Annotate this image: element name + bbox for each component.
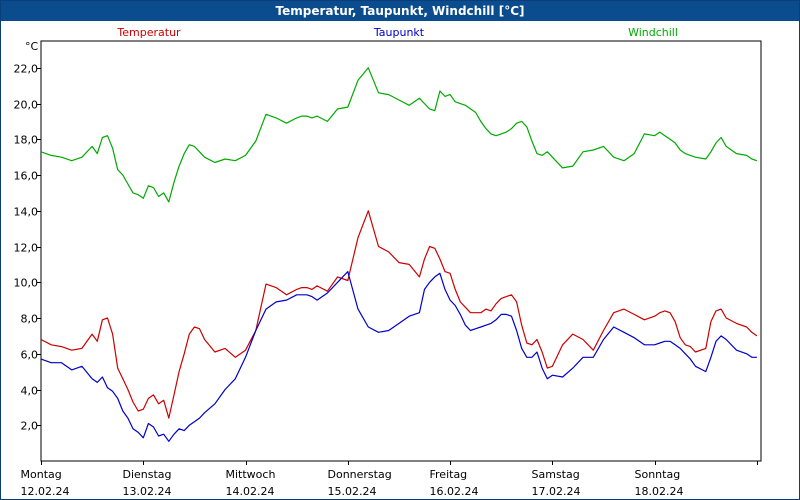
x-tick-day-label: Freitag (430, 468, 468, 481)
legend-taupunkt: Taupunkt (373, 26, 425, 39)
x-tick-day-label: Mittwoch (226, 468, 276, 481)
y-tick-label: 10,0 (14, 277, 39, 290)
y-tick-label: 6,0 (21, 349, 39, 362)
y-tick-label: 22,0 (14, 63, 39, 76)
x-tick-date-label: 12.02.24 (21, 485, 70, 498)
x-tick-day-label: Samstag (532, 468, 580, 481)
x-tick-date-label: 18.02.24 (635, 485, 684, 498)
axes (37, 40, 762, 465)
x-tick-date-label: 17.02.24 (532, 485, 581, 498)
series-line-taupunkt (40, 271, 757, 442)
x-tick-date-label: 15.02.24 (328, 485, 377, 498)
y-tick-label: 20,0 (14, 99, 39, 112)
x-tick-date-label: 16.02.24 (430, 485, 479, 498)
y-axis-unit: °C (25, 40, 39, 53)
series-lines (40, 67, 758, 442)
y-tick-label: 4,0 (21, 385, 39, 398)
y-tick-label: 18,0 (14, 134, 39, 147)
x-tick-date-label: 14.02.24 (226, 485, 275, 498)
y-tick-label: 16,0 (14, 170, 39, 183)
plot-area (40, 40, 762, 462)
legend-windchill: Windchill (628, 26, 678, 39)
series-line-temperatur (40, 210, 758, 419)
x-tick-day-label: Montag (21, 468, 62, 481)
x-tick-day-label: Sonntag (635, 468, 681, 481)
series-line-windchill (40, 67, 758, 203)
chart-title: Temperatur, Taupunkt, Windchill [°C] (1, 1, 799, 21)
x-tick-date-label: 13.02.24 (123, 485, 172, 498)
x-tick-day-label: Donnerstag (328, 468, 392, 481)
x-tick-day-label: Dienstag (123, 468, 172, 481)
legend: Temperatur Taupunkt Windchill (116, 26, 678, 39)
y-tick-label: 8,0 (21, 313, 39, 326)
axis-labels: 2,0 4,0 6,0 8,0 10,0 12,0 14,0 16,0 18,0 20,0 22,0… (14, 40, 684, 498)
y-tick-label: 2,0 (21, 420, 39, 433)
legend-temperatur: Temperatur (116, 26, 181, 39)
y-tick-label: 14,0 (14, 206, 39, 219)
y-tick-label: 12,0 (14, 242, 39, 255)
